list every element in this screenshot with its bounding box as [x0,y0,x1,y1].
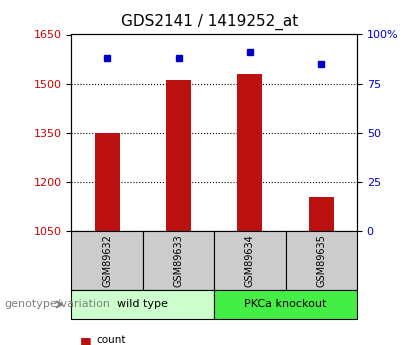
Text: wild type: wild type [117,299,168,309]
Bar [309,197,334,231]
Text: GDS2141 / 1419252_at: GDS2141 / 1419252_at [121,14,299,30]
Bar [94,133,120,231]
Bar [237,74,262,231]
Text: GSM89633: GSM89633 [173,234,184,287]
Text: count: count [97,335,126,345]
Text: genotype/variation: genotype/variation [4,299,110,309]
Text: GSM89632: GSM89632 [102,234,112,287]
Text: PKCa knockout: PKCa knockout [244,299,327,309]
Text: GSM89634: GSM89634 [245,234,255,287]
Bar [166,80,191,231]
Text: GSM89635: GSM89635 [316,234,326,287]
Text: ■: ■ [80,335,92,345]
